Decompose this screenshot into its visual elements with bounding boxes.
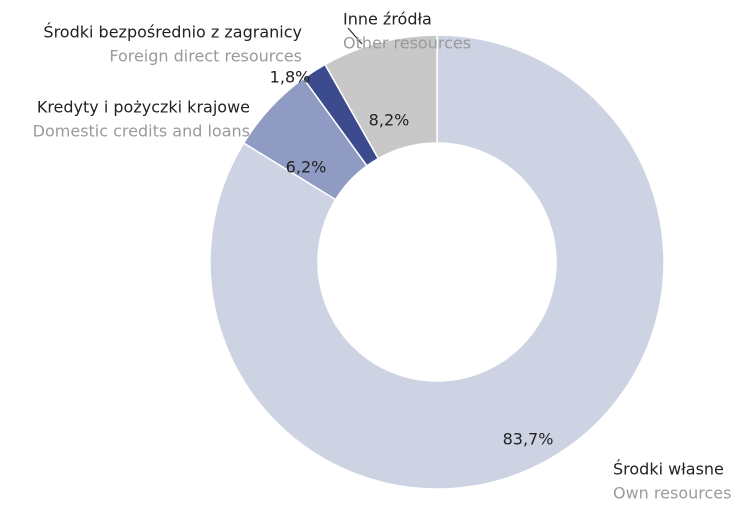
category-label: Środki bezpośrednio z zagranicy [43,23,302,42]
category-label: Kredyty i pożyczki krajowe [37,98,250,117]
donut-slice [209,34,665,490]
category-label: Środki własne [613,460,724,479]
value-label: 6,2% [286,158,327,177]
category-label-en: Foreign direct resources [109,47,302,66]
donut-slice [324,34,438,160]
category-label-en: Domestic credits and loans [33,122,250,141]
value-label: 8,2% [369,111,410,130]
category-label-en: Other resources [343,34,471,53]
category-label: Inne źródła [343,10,432,29]
value-label: 83,7% [503,430,554,449]
category-label-en: Own resources [613,484,731,503]
leader-line [347,27,363,45]
value-label: 1,8% [270,68,311,87]
